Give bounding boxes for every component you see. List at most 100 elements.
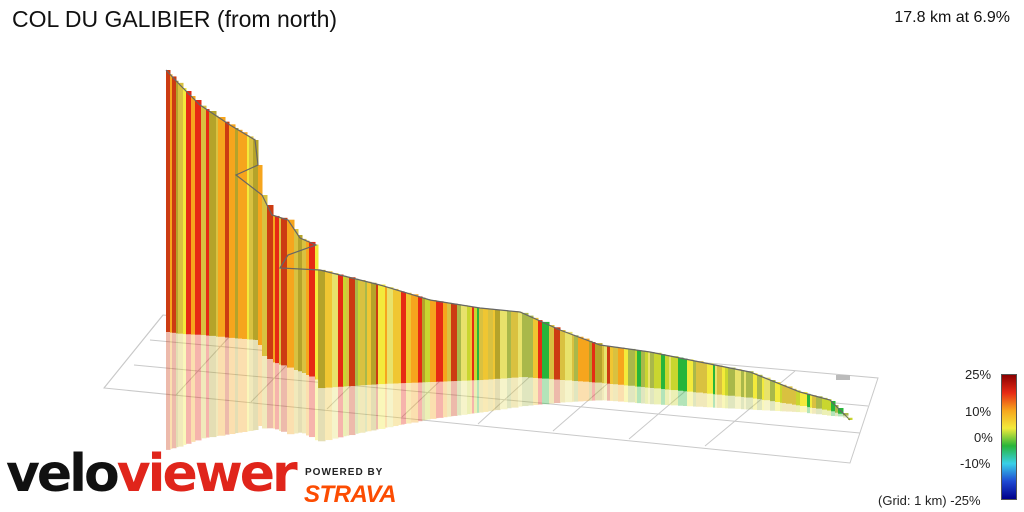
reflection-strip — [443, 381, 448, 418]
profile-strip — [728, 367, 736, 396]
profile-strip — [483, 308, 489, 380]
reflection-strip — [461, 380, 468, 415]
reflection-strip — [191, 334, 196, 442]
profile-strip — [401, 291, 405, 384]
reflection-strip — [279, 364, 282, 431]
reflection-strip — [166, 332, 171, 450]
profile-strip — [287, 219, 295, 368]
reflection-strip — [298, 371, 303, 433]
reflection-strip — [786, 403, 793, 412]
profile-strip — [583, 338, 590, 382]
profile-strip — [713, 364, 716, 395]
profile-strip — [404, 292, 407, 384]
profile-strip — [367, 281, 372, 385]
profile-strip — [703, 362, 708, 394]
reflection-strip — [318, 388, 326, 442]
profile-strip — [511, 311, 519, 378]
profile-strip — [422, 297, 426, 383]
reflection-strip — [838, 413, 844, 417]
reflection-strip — [242, 338, 248, 433]
reflection-strip — [518, 377, 523, 407]
profile-strip — [678, 357, 684, 391]
reflection-strip — [610, 384, 614, 401]
reflection-strip — [671, 390, 679, 406]
profile-strip — [393, 288, 399, 384]
profile-strip — [306, 240, 310, 375]
profile-strip — [613, 346, 619, 385]
profile-strip — [309, 241, 316, 377]
veloviewer-logo[interactable]: veloviewer — [6, 448, 298, 500]
reflection-strip — [235, 338, 239, 434]
profile-strip — [360, 280, 366, 386]
reflection-strip — [722, 395, 726, 409]
profile-strip — [661, 354, 666, 390]
profile-strip — [294, 229, 299, 370]
reflection-strip — [387, 383, 394, 428]
profile-strip — [398, 290, 402, 384]
reflection-strip — [796, 405, 801, 413]
profile-strip — [780, 384, 783, 403]
reflection-strip — [604, 383, 608, 401]
reflection-strip — [578, 381, 584, 402]
profile-strip — [477, 307, 480, 381]
reflection-strip — [360, 385, 366, 433]
reflection-strip — [637, 386, 642, 404]
profile-strip — [378, 284, 386, 385]
reflection-strip — [315, 379, 319, 441]
profile-strip — [242, 132, 248, 339]
reflection-strip — [385, 383, 388, 428]
reflection-strip — [371, 384, 377, 431]
powered-by-label: POWERED BY — [305, 467, 384, 478]
strava-logo[interactable]: STRAVA — [304, 481, 397, 508]
reflection-strip — [453, 381, 458, 416]
reflection-strip — [613, 384, 619, 402]
reflection-strip — [338, 386, 344, 438]
profile-strip — [376, 284, 379, 385]
reflection-strip — [741, 397, 745, 410]
reflection-strip — [306, 375, 310, 436]
reflection-strip — [835, 412, 839, 417]
profile-strip — [365, 281, 368, 385]
reflection-strip — [554, 379, 561, 404]
profile-strip — [648, 351, 651, 388]
reflection-strip — [249, 339, 254, 431]
profile-strip — [225, 121, 230, 338]
profile-strip — [255, 140, 259, 340]
profile-reflection — [166, 332, 853, 450]
legend-label-minus25: -25% — [950, 493, 981, 508]
profile-strip — [273, 215, 276, 363]
reflection-strip — [176, 333, 179, 448]
reflection-strip — [195, 334, 202, 441]
profile-strip — [518, 311, 523, 378]
profile-strip — [641, 350, 646, 388]
reflection-strip — [267, 359, 274, 429]
reflection-strip — [522, 377, 529, 407]
profile-strip — [753, 373, 758, 399]
profile-strip — [607, 345, 611, 384]
profile-strip — [578, 336, 584, 382]
reflection-strip — [273, 362, 276, 429]
reflection-strip — [511, 377, 519, 408]
profile-strip — [438, 301, 444, 382]
reflection-strip — [404, 383, 407, 424]
reflection-strip — [565, 380, 573, 403]
profile-strip — [762, 376, 765, 400]
profile-strip — [683, 358, 688, 392]
profile-strip — [542, 321, 550, 379]
reflection-strip — [470, 380, 473, 414]
profile-strip — [800, 392, 808, 406]
reflection-strip — [635, 386, 638, 403]
reflection-strip — [451, 381, 454, 417]
profile-strip — [635, 349, 638, 387]
reflection-strip — [693, 392, 697, 407]
reflection-strip — [696, 392, 704, 407]
profile-strip — [574, 335, 579, 382]
profile-strip — [229, 124, 236, 338]
reflection-strip — [411, 382, 419, 423]
reflection-strip — [645, 387, 649, 404]
legend-label-10: 10% — [965, 404, 992, 419]
profile-strip — [786, 386, 793, 404]
profile-strip — [522, 312, 529, 378]
reflection-strip — [775, 402, 781, 411]
